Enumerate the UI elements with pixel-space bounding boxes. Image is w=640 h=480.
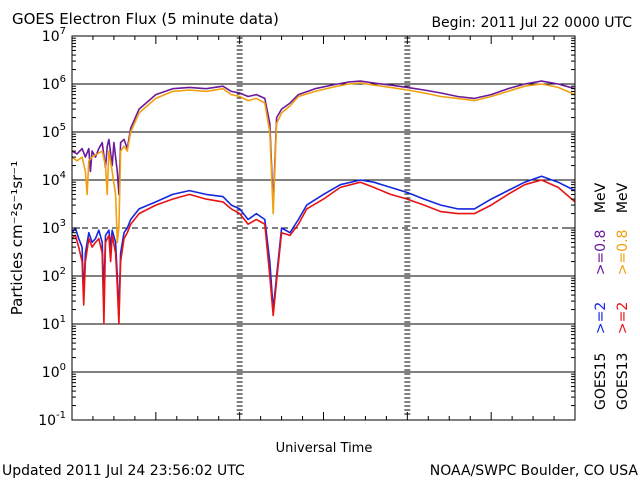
legend-goes13-unit: MeV bbox=[615, 182, 631, 213]
y-tick-base: 10 bbox=[42, 29, 60, 45]
y-tick-exp: 6 bbox=[60, 74, 66, 85]
y-tick-label: 106 bbox=[42, 74, 66, 93]
series-layer bbox=[71, 80, 576, 325]
y-tick-base: 10 bbox=[42, 317, 60, 333]
y-tick-label: 102 bbox=[42, 266, 66, 285]
series-line-2 bbox=[71, 82, 576, 244]
legend-goes13: GOES13 >=2 >=0.8 MeV bbox=[615, 182, 631, 410]
y-tick-label: 101 bbox=[42, 314, 66, 333]
legend-goes15: GOES15 >=2 >=0.8 MeV bbox=[593, 182, 609, 410]
y-tick-base: 10 bbox=[42, 173, 60, 189]
y-tick-exp: 2 bbox=[60, 266, 66, 277]
svg-text:GOES13 >=2 >=0.8: GOES13 >=2 >=0.8 MeV bbox=[615, 182, 631, 410]
grid-layer bbox=[72, 37, 575, 415]
y-tick-exp: 0 bbox=[60, 362, 66, 373]
credit-text: NOAA/SWPC Boulder, CO USA bbox=[430, 463, 639, 479]
legend-goes13-2mev: >=2 bbox=[615, 302, 631, 334]
legend-goes15-08mev: >=0.8 bbox=[593, 230, 609, 276]
y-tick-base: 10 bbox=[38, 413, 56, 429]
y-tick-base: 10 bbox=[42, 221, 60, 237]
chart-title: GOES Electron Flux (5 minute data) bbox=[12, 10, 279, 28]
y-tick-label: 100 bbox=[42, 362, 66, 381]
y-tick-base: 10 bbox=[42, 269, 60, 285]
y-tick-label: 107 bbox=[42, 26, 66, 45]
y-tick-exp: 5 bbox=[60, 122, 66, 133]
y-tick-label: 105 bbox=[42, 122, 66, 141]
y-tick-label: 10-1 bbox=[38, 410, 66, 429]
y-tick-exp: -1 bbox=[56, 410, 66, 421]
legend-goes13-prefix: GOES13 bbox=[615, 353, 631, 410]
y-tick-exp: 1 bbox=[60, 314, 66, 325]
x-axis-label: Universal Time bbox=[276, 441, 373, 456]
legend-goes15-prefix: GOES15 bbox=[593, 353, 609, 410]
series-line-1 bbox=[71, 80, 576, 206]
svg-text:GOES15 >=2 >=0.8: GOES15 >=2 >=0.8 MeV bbox=[593, 182, 609, 410]
legend-goes15-2mev: >=2 bbox=[593, 302, 609, 334]
y-tick-exp: 7 bbox=[60, 26, 66, 37]
series-line-4 bbox=[71, 179, 576, 325]
updated-timestamp: Updated 2011 Jul 24 23:56:02 UTC bbox=[2, 463, 245, 479]
y-tick-base: 10 bbox=[42, 365, 60, 381]
series-line-3 bbox=[71, 175, 576, 317]
legend-goes13-08mev: >=0.8 bbox=[615, 230, 631, 276]
y-axis-label: Particles cm⁻²s⁻¹sr⁻¹ bbox=[8, 161, 26, 315]
y-tick-label: 103 bbox=[42, 218, 66, 237]
y-tick-label: 104 bbox=[42, 170, 66, 189]
y-tick-base: 10 bbox=[42, 77, 60, 93]
y-tick-base: 10 bbox=[42, 125, 60, 141]
legend-goes15-unit: MeV bbox=[593, 182, 609, 213]
begin-date: Begin: 2011 Jul 22 0000 UTC bbox=[431, 15, 632, 31]
y-tick-exp: 4 bbox=[60, 170, 66, 181]
y-tick-exp: 3 bbox=[60, 218, 66, 229]
